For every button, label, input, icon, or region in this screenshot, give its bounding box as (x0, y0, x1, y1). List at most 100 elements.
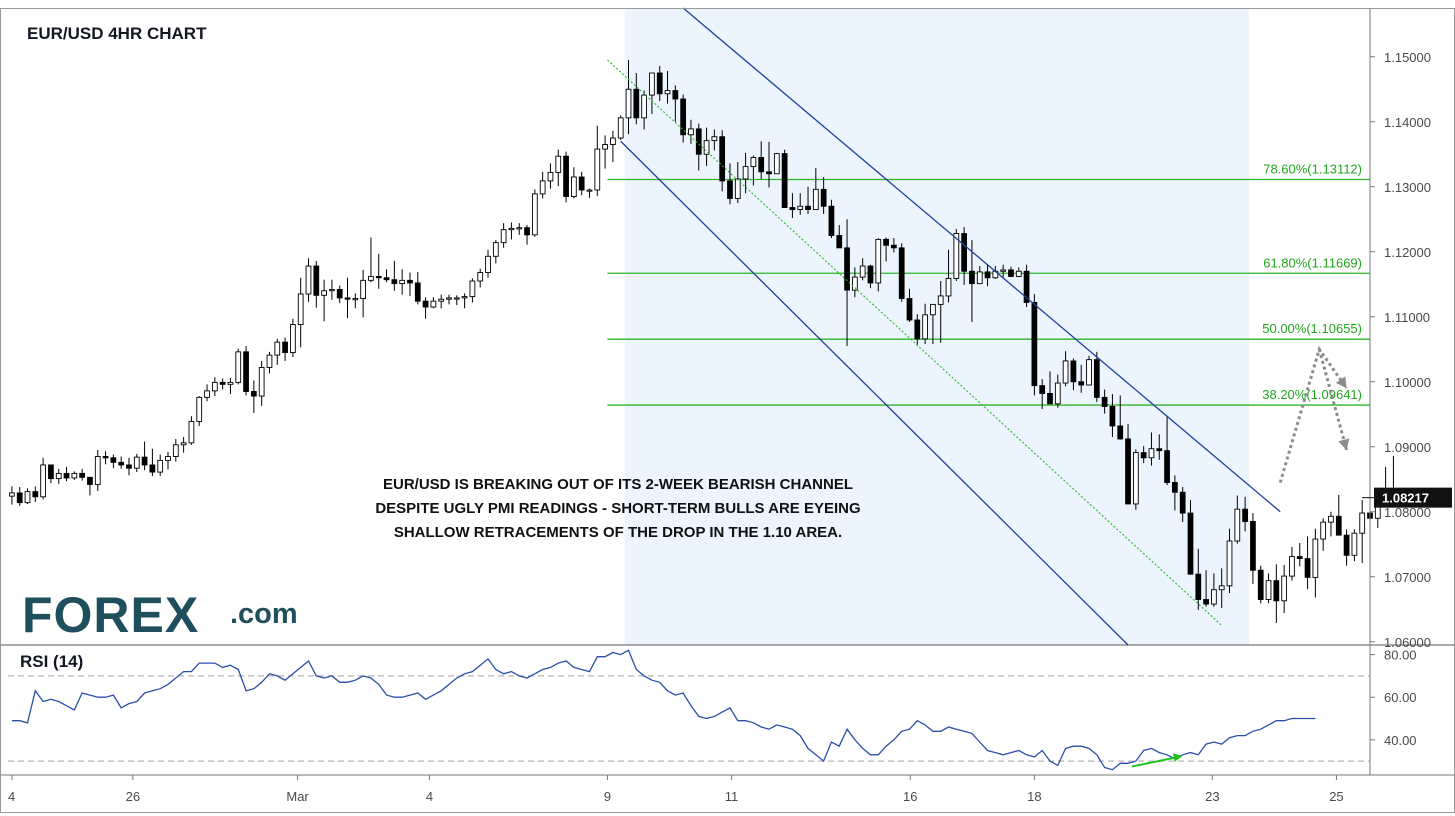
candle-body-down (524, 227, 530, 236)
candle-body-down (766, 171, 772, 175)
candle-body-down (1117, 425, 1124, 440)
candle-body-down (1101, 396, 1108, 407)
candle-body-up (773, 153, 780, 175)
candle (976, 266, 983, 285)
candle-body-down (969, 270, 975, 285)
candle-body-down (680, 98, 687, 136)
candle-body-up (586, 189, 593, 192)
candle-body-up (937, 295, 944, 305)
price-tick-label: 1.06000 (1384, 635, 1431, 650)
candle (133, 453, 140, 473)
candle (55, 468, 62, 484)
candle-body-up (446, 297, 452, 300)
candle (157, 454, 164, 476)
candle-body-up (399, 279, 406, 285)
candle-body-up (500, 229, 507, 244)
candle-body-up (368, 276, 374, 281)
candle-body-down (898, 247, 905, 300)
candle-body-down (1008, 269, 1014, 277)
candle (555, 149, 562, 187)
candle (40, 457, 46, 500)
candle-body-down (1047, 393, 1053, 405)
time-tick-label: 9 (604, 789, 611, 804)
candle (680, 94, 687, 143)
channel-lower-line (620, 140, 1129, 646)
chart-background (624, 8, 1250, 645)
candle-body-down (219, 381, 226, 385)
candle (641, 90, 647, 130)
candle-body-down (391, 279, 398, 285)
candle (531, 189, 538, 237)
candle (1257, 565, 1264, 604)
candle-body-up (664, 90, 671, 95)
fib-label-3: 38.20%(1.09641) (1262, 387, 1362, 402)
candle (586, 188, 593, 198)
candle (875, 238, 882, 292)
candle (649, 72, 655, 114)
candle-body-up (329, 289, 335, 292)
candle (1008, 266, 1014, 278)
candle-body-down (118, 461, 125, 466)
annotation-line-3: SHALLOW RETRACEMENTS OF THE DROP IN THE … (394, 524, 842, 541)
candle (344, 277, 351, 319)
candle (1335, 494, 1342, 536)
candle-body-up (571, 176, 577, 197)
candle-body-down (1039, 385, 1046, 394)
candle (1187, 500, 1194, 575)
candle-body-up (71, 472, 78, 479)
candle (820, 177, 827, 215)
candle (87, 476, 93, 496)
candle-body-up (180, 442, 187, 446)
candle-body-up (360, 279, 367, 300)
candle (1156, 434, 1163, 460)
candle-body-down (1156, 448, 1163, 452)
candle (656, 65, 663, 101)
candle (24, 488, 31, 504)
candle-body-up (40, 464, 46, 498)
candle-body-up (1000, 269, 1007, 272)
candle-body-up (258, 367, 265, 397)
candle (204, 384, 210, 402)
candle (812, 167, 819, 210)
candle (446, 294, 452, 305)
candle (711, 129, 718, 151)
candle (867, 264, 874, 289)
candle-body-up (9, 492, 15, 497)
candle-body-down (149, 464, 156, 473)
candle-body-down (961, 233, 968, 272)
candle (141, 441, 148, 471)
candle (266, 351, 273, 374)
candle-body-up (1289, 556, 1295, 577)
candle (984, 264, 991, 287)
candle-body-down (1109, 406, 1116, 427)
candle (1242, 496, 1248, 532)
channel-midline (607, 59, 1223, 626)
candle-body-down (336, 289, 343, 299)
candle-body-down (578, 176, 585, 191)
candle-body-up (211, 381, 218, 392)
candle (1117, 395, 1124, 440)
candle (9, 486, 15, 505)
candle-body-up (1351, 532, 1358, 556)
candle (118, 456, 125, 469)
candle-body-up (469, 280, 476, 298)
candle-body-up (851, 276, 858, 291)
candle-body-up (297, 293, 304, 325)
candle-body-down (1023, 270, 1030, 303)
candle (94, 450, 101, 491)
candle (368, 237, 374, 283)
candle (898, 243, 905, 302)
candle (375, 253, 382, 289)
candle (789, 193, 796, 218)
candle-body-down (1179, 491, 1186, 514)
candle (110, 454, 117, 469)
candle (1062, 351, 1069, 387)
candle (1000, 264, 1007, 279)
candle (563, 151, 569, 203)
candle-body-up (477, 272, 484, 282)
candle-body-down (422, 300, 429, 308)
candle-body-up (1015, 270, 1022, 277)
fib-label-2: 50.00%(1.10655) (1262, 321, 1362, 336)
candle (859, 258, 866, 281)
